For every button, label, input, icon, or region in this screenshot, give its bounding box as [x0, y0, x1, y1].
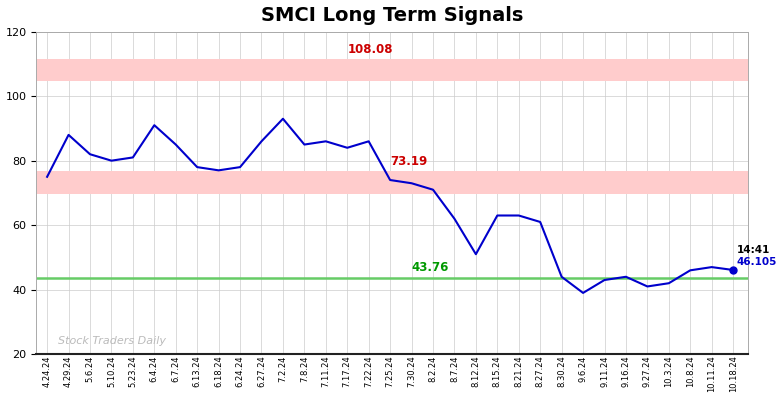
Text: 73.19: 73.19	[390, 155, 427, 168]
Text: 14:41: 14:41	[736, 246, 770, 256]
Bar	[36, 59, 748, 82]
Text: 108.08: 108.08	[347, 43, 393, 56]
Text: 46.105: 46.105	[736, 257, 777, 267]
Text: Stock Traders Daily: Stock Traders Daily	[58, 336, 166, 346]
Title: SMCI Long Term Signals: SMCI Long Term Signals	[261, 6, 524, 25]
Text: 43.76: 43.76	[412, 261, 449, 274]
Point	[727, 267, 739, 273]
Bar	[36, 172, 748, 194]
